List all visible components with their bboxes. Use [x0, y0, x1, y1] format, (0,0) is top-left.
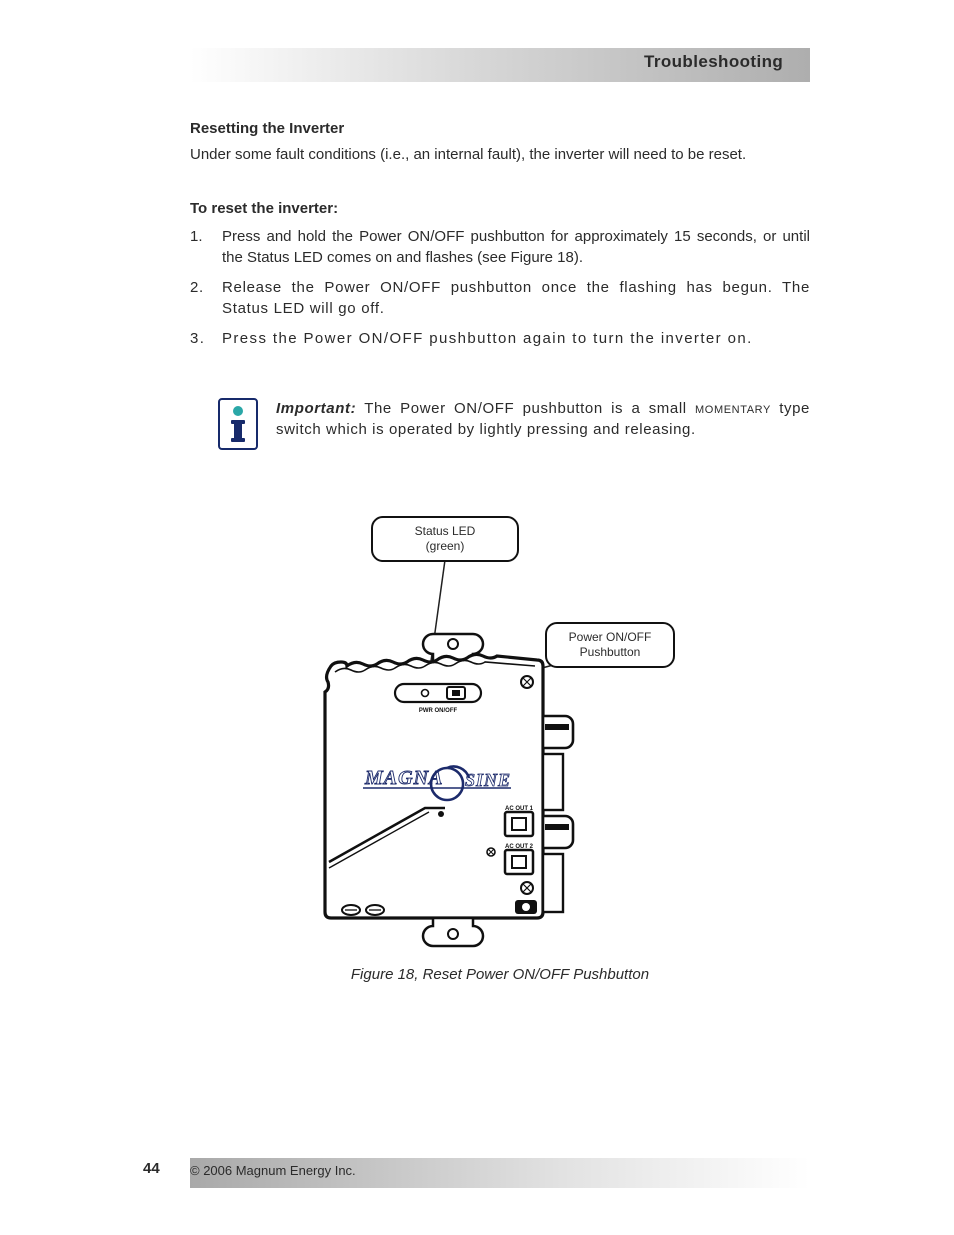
reset-step-3-text: Press the Power ON/OFF pushbutton again …: [222, 330, 753, 347]
figure-caption: Figure 18, Reset Power ON/OFF Pushbutton: [190, 966, 810, 983]
pwr-label: PWR ON/OFF: [419, 708, 458, 714]
reset-steps-list: 1.Press and hold the Power ON/OFF pushbu…: [190, 226, 810, 350]
callout-power-button: Power ON/OFF Pushbutton: [545, 622, 675, 668]
info-icon-svg: [227, 404, 249, 444]
device-diagram: PWR ON/OFF MAGNA SINE AC OUT 1 AC OUT 2: [305, 516, 655, 956]
footer-copyright: © 2006 Magnum Energy Inc.: [190, 1163, 356, 1178]
right-connectors: [543, 716, 573, 912]
reset-step-2: 2.Release the Power ON/OFF pushbutton on…: [190, 277, 810, 320]
section-title: Troubleshooting: [644, 52, 783, 72]
info-icon: [218, 398, 258, 450]
callout-status-led-line1: Status LED: [383, 524, 507, 539]
reset-step-2-text: Release the Power ON/OFF pushbutton once…: [222, 279, 810, 318]
reset-step-1: 1.Press and hold the Power ON/OFF pushbu…: [190, 226, 810, 269]
page-number: 44: [143, 1160, 160, 1177]
reset-step-3: 3.Press the Power ON/OFF pushbutton agai…: [190, 328, 810, 350]
info-text: Important: The Power ON/OFF pushbutton i…: [276, 398, 810, 441]
callout-status-led: Status LED (green): [371, 516, 519, 562]
reset-steps: To reset the inverter: 1.Press and hold …: [190, 198, 810, 358]
reset-step-1-text: Press and hold the Power ON/OFF pushbutt…: [222, 228, 810, 267]
intro-paragraph: Under some fault conditions (i.e., an in…: [190, 144, 810, 166]
info-block: Important: The Power ON/OFF pushbutton i…: [218, 398, 810, 450]
callout-power-button-line2: Pushbutton: [557, 645, 663, 660]
callout-status-led-line2: (green): [383, 539, 507, 554]
callout-power-button-line1: Power ON/OFF: [557, 630, 663, 645]
info-lead: Important:: [276, 400, 356, 417]
figure: Status LED (green) Power ON/OFF Pushbutt…: [305, 516, 655, 956]
reset-steps-head: To reset the inverter:: [190, 198, 810, 220]
info-sentence-a: The Power ON/OFF pushbutton is a small: [356, 400, 695, 417]
brand-sine: SINE: [465, 770, 511, 790]
subhead-resetting: Resetting the Inverter: [190, 120, 810, 137]
page: Troubleshooting Resetting the Inverter U…: [0, 0, 954, 1235]
info-momentary: momentary: [695, 400, 771, 417]
